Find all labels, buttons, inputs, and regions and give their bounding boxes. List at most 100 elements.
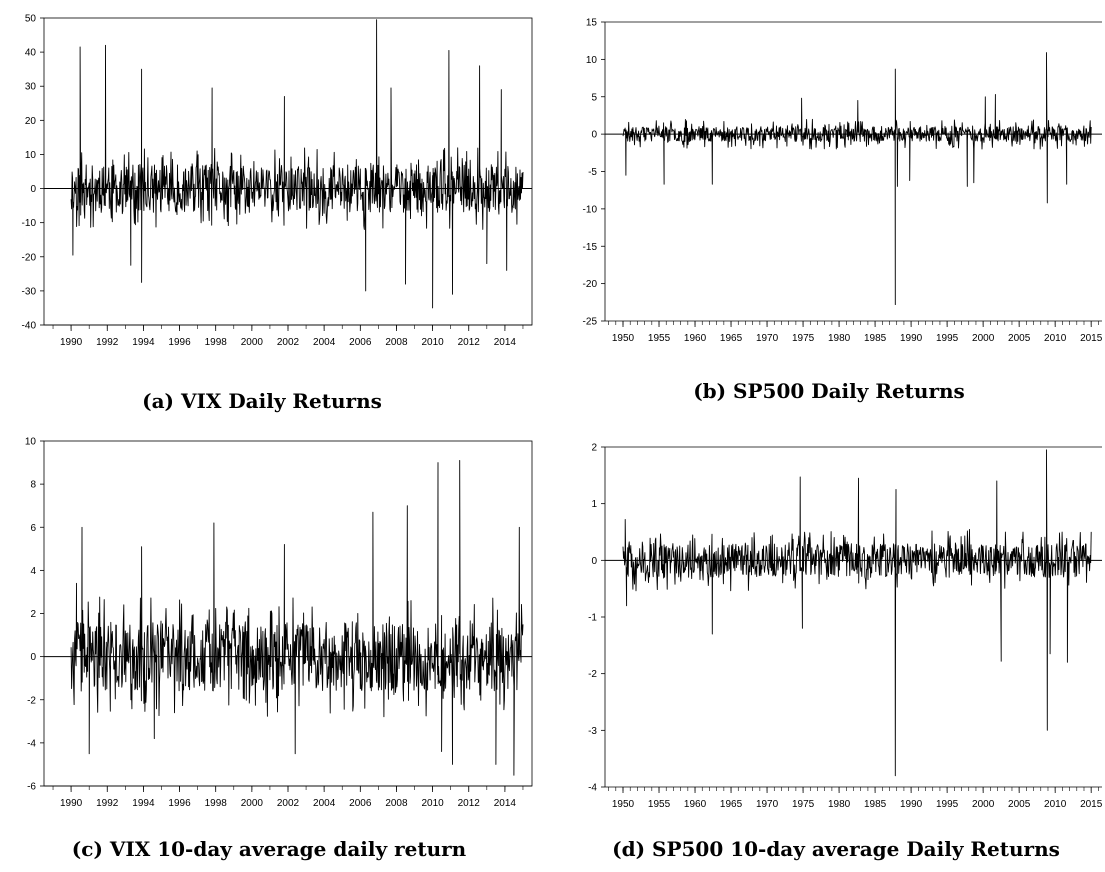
- y-tick-label: 1: [591, 499, 597, 510]
- x-tick-label: 1950: [612, 799, 635, 810]
- y-tick-label: -20: [22, 252, 37, 263]
- y-tick-label: 6: [30, 523, 36, 534]
- x-tick-label: 1994: [132, 798, 155, 809]
- x-tick-label: 1996: [168, 798, 191, 809]
- x-tick-label: 1994: [132, 337, 155, 348]
- x-tick-label: 2012: [458, 337, 481, 348]
- y-tick-label: -4: [27, 738, 36, 749]
- y-tick-label: 4: [30, 566, 36, 577]
- y-tick-label: 10: [25, 437, 37, 448]
- y-tick-label: -15: [583, 242, 598, 253]
- x-tick-label: 1980: [828, 799, 851, 810]
- y-tick-label: -10: [583, 204, 598, 215]
- y-tick-label: 30: [25, 82, 37, 93]
- y-tick-label: -3: [588, 726, 597, 737]
- x-tick-label: 2005: [1008, 799, 1031, 810]
- x-tick-label: 1955: [648, 333, 671, 344]
- caption-a: (a) VIX Daily Returns: [142, 389, 382, 413]
- x-tick-label: 2004: [313, 337, 336, 348]
- x-tick-label: 2000: [241, 798, 264, 809]
- x-tick-label: 2010: [1044, 799, 1067, 810]
- x-tick-label: 1975: [792, 333, 815, 344]
- x-tick-label: 1995: [936, 799, 959, 810]
- x-tick-label: 1970: [756, 333, 779, 344]
- x-tick-label: 2000: [972, 799, 995, 810]
- y-tick-label: 0: [591, 556, 597, 567]
- x-tick-label: 1990: [60, 798, 83, 809]
- x-tick-label: 2015: [1080, 333, 1103, 344]
- x-tick-label: 1965: [720, 333, 743, 344]
- y-tick-label: 20: [25, 116, 37, 127]
- y-tick-label: 0: [591, 130, 597, 141]
- x-tick-label: 1990: [900, 333, 923, 344]
- x-tick-label: 2015: [1080, 799, 1103, 810]
- y-tick-label: 2: [30, 609, 36, 620]
- x-tick-label: 1985: [864, 333, 887, 344]
- x-tick-label: 1996: [168, 337, 191, 348]
- x-tick-label: 1985: [864, 799, 887, 810]
- x-tick-label: 1998: [205, 798, 228, 809]
- y-tick-label: 0: [30, 184, 36, 195]
- series-line: [622, 449, 1092, 777]
- x-tick-label: 2000: [972, 333, 995, 344]
- y-tick-label: 10: [586, 55, 598, 66]
- caption-d: (d) SP500 10-day average Daily Returns: [612, 837, 1060, 861]
- x-tick-label: 2000: [241, 337, 264, 348]
- y-tick-label: 2: [591, 443, 597, 454]
- x-tick-label: 1980: [828, 333, 851, 344]
- caption-b: (b) SP500 Daily Returns: [693, 379, 965, 403]
- y-tick-label: 50: [25, 14, 37, 25]
- x-tick-label: 1965: [720, 799, 743, 810]
- series-line: [70, 19, 524, 309]
- x-tick-label: 1992: [96, 337, 119, 348]
- series-line: [622, 52, 1092, 306]
- series-line: [70, 459, 524, 776]
- panel-b: -25 -20 -15 -10 -5 0 5 10 15 1950 1955 1960 1965 1970…: [583, 18, 1103, 345]
- panel-a: -40 -30 -20 -10 0 10 20 30 40 50 1990 1992 1994 1996 1…: [22, 14, 533, 348]
- y-tick-label: -4: [588, 783, 597, 794]
- x-tick-label: 2008: [385, 337, 408, 348]
- y-tick-label: -2: [588, 669, 597, 680]
- panel-d: -4 -3 -2 -1 0 1 2 1950 1955 1960 1965 1970 1975 1980 1…: [588, 443, 1103, 811]
- plot-frame: [43, 440, 533, 787]
- x-tick-label: 2004: [313, 798, 336, 809]
- x-tick-label: 2008: [385, 798, 408, 809]
- y-tick-label: -30: [22, 286, 37, 297]
- y-tick-label: 10: [25, 150, 37, 161]
- y-tick-label: -2: [27, 695, 36, 706]
- x-tick-label: 2010: [421, 337, 444, 348]
- x-tick-label: 1992: [96, 798, 119, 809]
- x-tick-label: 2002: [277, 337, 300, 348]
- x-tick-label: 1970: [756, 799, 779, 810]
- y-tick-label: -5: [588, 167, 597, 178]
- y-tick-label: 0: [30, 652, 36, 663]
- x-tick-label: 2014: [494, 798, 517, 809]
- x-tick-label: 2014: [494, 337, 517, 348]
- x-tick-label: 1990: [900, 799, 923, 810]
- x-tick-label: 2010: [1044, 333, 1067, 344]
- x-tick-label: 2010: [421, 798, 444, 809]
- y-tick-label: -40: [22, 321, 37, 332]
- x-tick-label: 1998: [205, 337, 228, 348]
- y-tick-label: -10: [22, 218, 37, 229]
- x-tick-label: 1960: [684, 799, 707, 810]
- x-tick-label: 1995: [936, 333, 959, 344]
- y-tick-label: -25: [583, 317, 598, 328]
- x-tick-label: 1975: [792, 799, 815, 810]
- y-tick-label: 15: [586, 18, 598, 29]
- x-tick-label: 1960: [684, 333, 707, 344]
- y-tick-label: -6: [27, 782, 36, 793]
- x-tick-label: 1950: [612, 333, 635, 344]
- caption-c: (c) VIX 10-day average daily return: [72, 837, 467, 861]
- y-tick-label: 40: [25, 48, 37, 59]
- y-tick-label: -1: [588, 613, 597, 624]
- x-tick-label: 2012: [458, 798, 481, 809]
- x-tick-label: 2006: [349, 798, 372, 809]
- y-tick-label: 8: [30, 480, 36, 491]
- x-tick-label: 2002: [277, 798, 300, 809]
- panel-c: -6 -4 -2 0 2 4 6 8 10 1990 1992 1994 1996 1998 2000 200…: [25, 437, 533, 809]
- x-tick-label: 1990: [60, 337, 83, 348]
- x-tick-label: 1955: [648, 799, 671, 810]
- x-tick-label: 2006: [349, 337, 372, 348]
